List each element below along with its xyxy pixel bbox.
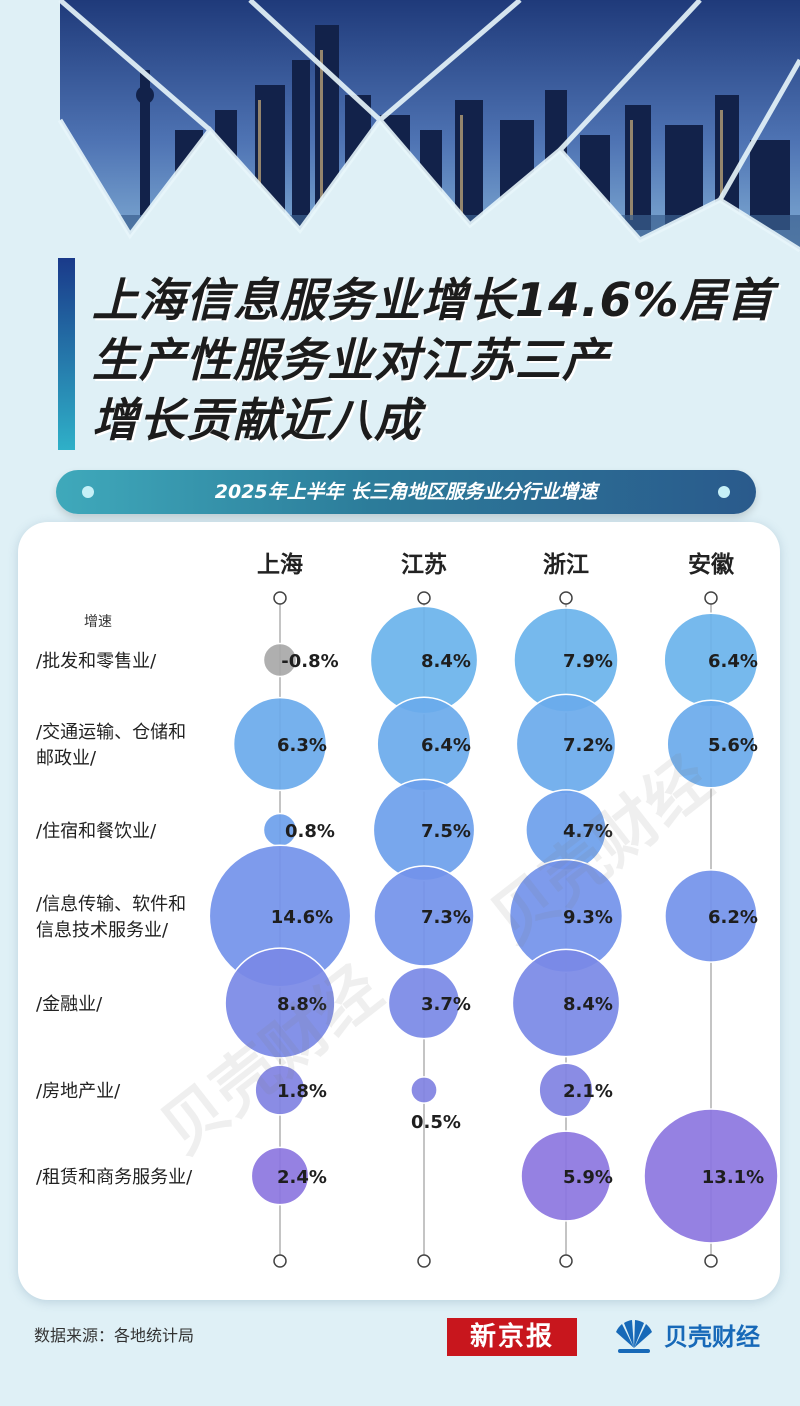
bubble-5-0 [254,1064,306,1116]
chart-title-pill: 2025年上半年 长三角地区服务业分行业增速 [56,470,756,514]
data-source: 数据来源：各地统计局 [34,1326,195,1345]
bubble-3-3 [664,869,758,963]
bubble-3-1 [373,865,475,967]
bubble-5-2 [538,1062,594,1118]
guide-bottom-marker-1 [417,1254,431,1268]
data-label-4-2: 8.4% [563,994,613,1015]
row-label-5-0: /房地产业/ [36,1081,121,1102]
title-accent-bar [58,258,75,450]
guide-top-marker-3 [704,591,718,605]
bubble-4-1 [387,966,461,1040]
data-label-5-0: 1.8% [277,1081,327,1102]
data-label-2-1: 7.5% [421,821,471,842]
row-label-0-0: /批发和零售业/ [36,651,157,672]
bubble-5-1 [410,1076,438,1104]
column-header-3: 安徽 [688,551,735,578]
data-label-4-1: 3.7% [421,994,471,1015]
bubble-6-3 [643,1108,779,1244]
data-label-5-2: 2.1% [563,1081,613,1102]
data-label-1-1: 6.4% [421,735,471,756]
data-label-0-1: 8.4% [421,651,471,672]
xinjingbao-logo: 新京报 [447,1318,577,1356]
guide-bottom-marker-0 [273,1254,287,1268]
guide-top-marker-0 [273,591,287,605]
data-label-1-2: 7.2% [563,735,613,756]
data-label-3-3: 6.2% [708,907,758,928]
data-label-6-3: 13.1% [702,1167,764,1188]
row-label-3-1: 信息技术服务业/ [36,920,169,941]
data-label-1-0: 6.3% [277,735,327,756]
headline-line-1: 上海信息服务业增长14.6%居首 [92,273,774,327]
pill-dot-right [718,486,730,498]
bubble-4-0 [224,947,336,1059]
column-header-1: 江苏 [401,552,447,578]
data-label-0-3: 6.4% [708,651,758,672]
row-label-6-0: /租赁和商务服务业/ [36,1167,193,1188]
data-label-6-0: 2.4% [277,1167,327,1188]
row-label-2-0: /住宿和餐饮业/ [36,821,157,842]
data-label-3-1: 7.3% [421,907,471,928]
headline-line-3: 增长贡献近八成 [92,393,421,447]
row-axis-label: 增速 [84,614,112,630]
headline-line-2: 生产性服务业对江苏三产 [92,333,609,387]
bubble-1-3 [666,699,756,789]
column-header-2: 浙江 [543,552,589,578]
guide-top-marker-2 [559,591,573,605]
shell-icon [616,1320,652,1353]
data-label-4-0: 8.8% [277,994,327,1015]
guide-bottom-marker-3 [704,1254,718,1268]
row-label-4-0: /金融业/ [36,994,103,1015]
bubble-4-2 [511,948,621,1058]
hero-skyline-banner [0,0,800,260]
bubble-1-0 [232,696,328,792]
column-header-0: 上海 [257,551,303,578]
data-label-1-3: 5.6% [708,735,758,756]
data-label-2-2: 4.7% [563,821,613,842]
chart-title: 2025年上半年 长三角地区服务业分行业增速 [214,481,598,503]
row-label-1-1: 邮政业/ [36,748,97,769]
pill-dot-left [82,486,94,498]
bubble-0-0 [262,642,298,678]
guide-bottom-marker-2 [559,1254,573,1268]
bubble-6-2 [520,1130,612,1222]
row-label-1-0: /交通运输、仓储和 [36,722,186,743]
beike-caijing-text: 贝壳财经 [664,1323,760,1351]
data-label-3-2: 9.3% [563,907,613,928]
data-label-3-0: 14.6% [271,907,333,928]
data-label-6-2: 5.9% [563,1167,613,1188]
beike-caijing-logo: 贝壳财经 [612,1318,760,1356]
data-label-5-1: 0.5% [411,1112,461,1133]
data-label-0-2: 7.9% [563,651,613,672]
data-label-2-0: 0.8% [285,821,335,842]
bubble-6-0 [250,1146,310,1206]
row-label-3-0: /信息传输、软件和 [36,894,186,915]
guide-top-marker-1 [417,591,431,605]
data-label-0-0: -0.8% [281,651,338,672]
